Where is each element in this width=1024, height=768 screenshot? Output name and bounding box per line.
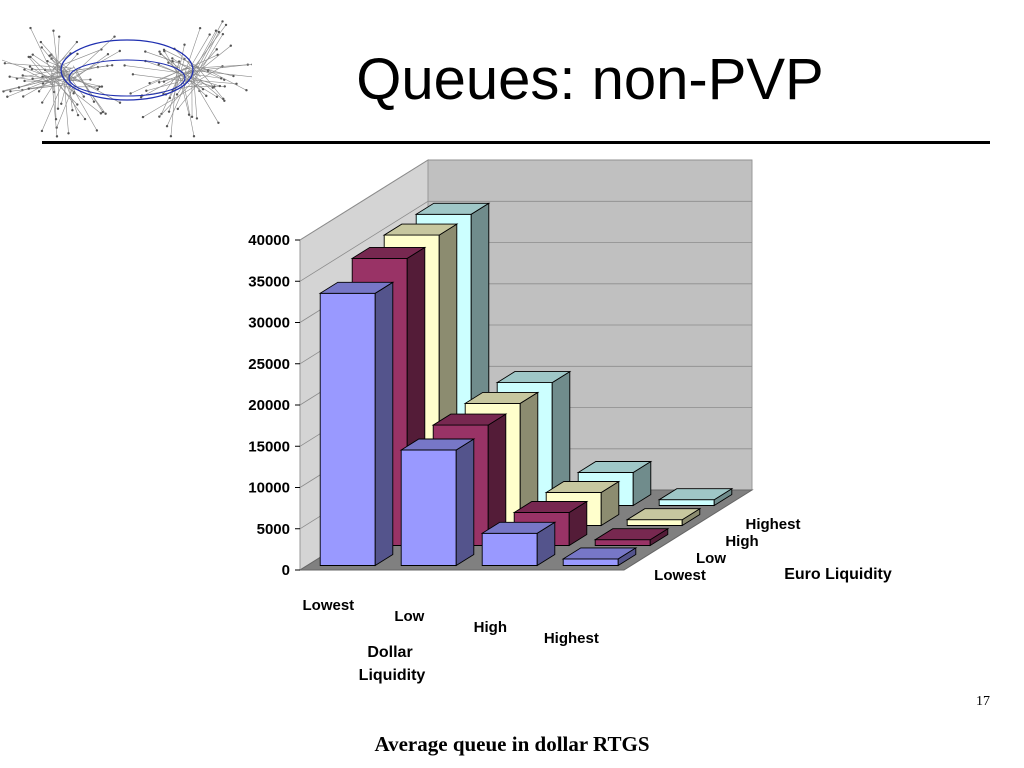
z-series-label: High	[725, 533, 758, 550]
y-tick-label: 25000	[248, 356, 290, 373]
bar-high-highest	[625, 507, 702, 527]
bar-top	[657, 488, 734, 501]
z-series-label: Highest	[745, 516, 800, 533]
y-tick-label: 40000	[248, 232, 290, 249]
y-tick-label: 15000	[248, 438, 290, 455]
x-axis-title: Dollar Liquidity	[359, 644, 426, 684]
bar-lowest-highest	[561, 547, 638, 567]
y-tick-label: 30000	[248, 315, 290, 332]
bar-top	[495, 371, 572, 384]
z-series-label: Low	[696, 550, 726, 567]
bar-top	[382, 223, 459, 236]
bar-top	[431, 413, 508, 426]
bar-front	[400, 449, 457, 566]
bar-top	[350, 246, 427, 259]
chart-caption: Average queue in dollar RTGS	[374, 732, 650, 756]
y-tick-label: 5000	[257, 521, 290, 538]
gridline	[299, 200, 752, 282]
bar-low-highest	[593, 527, 670, 547]
bar-front	[626, 519, 683, 526]
bar-front	[594, 539, 651, 546]
bar-lowest-high	[480, 521, 557, 567]
z-axis-title: Euro Liquidity	[784, 566, 892, 583]
bar-top	[463, 391, 540, 404]
bar-front	[481, 532, 538, 566]
x-category-label: Lowest	[303, 597, 355, 614]
bar-lowest-low	[399, 438, 476, 567]
bar-lowest-lowest	[318, 281, 395, 567]
bar-highest-highest	[657, 487, 734, 507]
x-category-label: Highest	[544, 630, 599, 647]
bar-top	[625, 508, 702, 521]
x-category-label: High	[474, 619, 507, 636]
bar-top	[544, 481, 621, 493]
bar-top	[414, 202, 491, 215]
network-graph-icon	[2, 20, 252, 138]
x-category-label: Low	[394, 608, 424, 625]
bar-front	[658, 499, 715, 506]
page-number: 17	[976, 694, 990, 709]
bar-top	[399, 438, 476, 451]
z-series-label: Lowest	[654, 567, 706, 584]
y-tick-label: 0	[282, 562, 290, 579]
bar-side	[374, 281, 394, 567]
gridline	[299, 159, 752, 241]
bar-top	[480, 521, 557, 534]
y-tick-label: 35000	[248, 273, 290, 290]
bar-front	[562, 558, 619, 566]
bar-side	[455, 438, 475, 567]
bar-top	[576, 461, 653, 473]
bar-top	[318, 281, 395, 294]
slide-title: Queues: non-PVP	[356, 47, 824, 112]
y-tick-label: 20000	[248, 397, 290, 414]
bar-front	[319, 292, 376, 566]
y-tick-label: 10000	[248, 480, 290, 497]
bar-top	[561, 547, 638, 560]
bar-top	[512, 501, 589, 513]
title-divider	[42, 141, 990, 144]
bar-top	[593, 528, 670, 541]
